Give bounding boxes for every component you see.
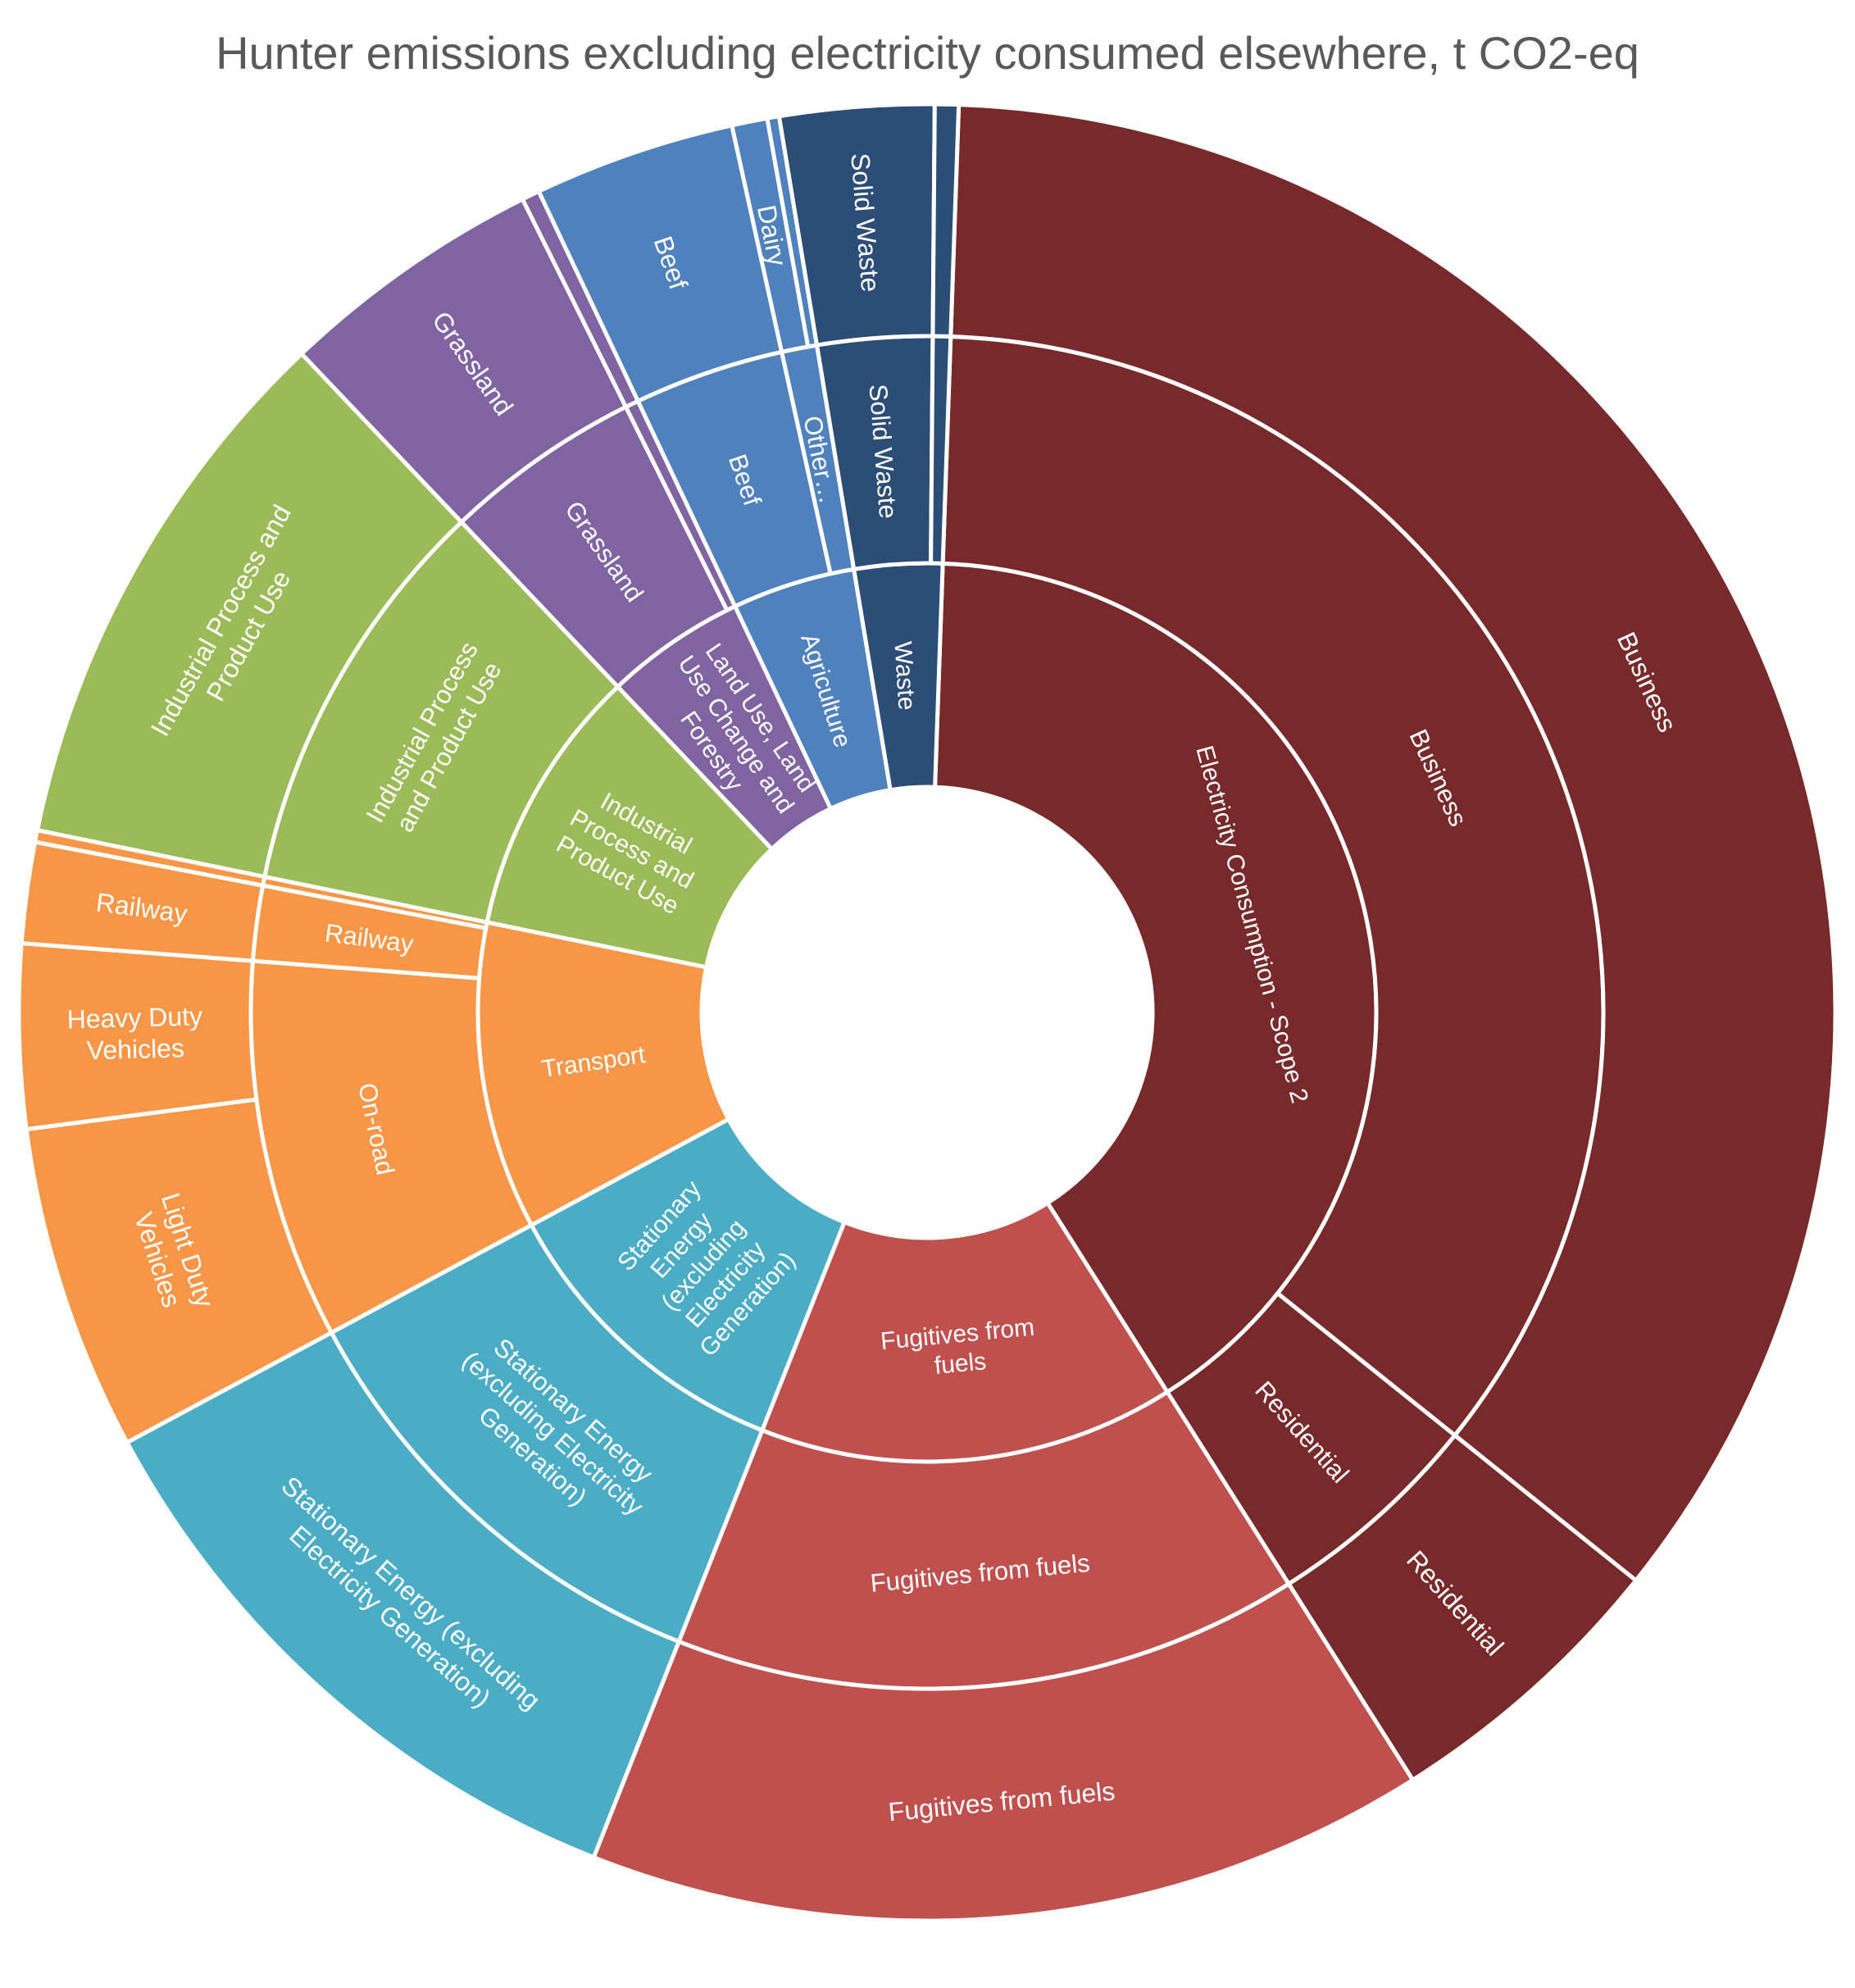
segment-ring3-business[interactable] (948, 102, 1838, 1583)
sunburst-rings (16, 102, 1838, 1923)
segment-label-waste: Waste (889, 640, 920, 711)
segment-ring3-wastewater[interactable] (930, 102, 962, 339)
segment-label-heavy-duty-vehicles: Heavy DutyVehicles (66, 1001, 203, 1066)
chart-title: Hunter emissions excluding electricity c… (216, 27, 1639, 79)
segment-ring3-fugitives-from-fuels[interactable] (591, 1581, 1416, 1923)
